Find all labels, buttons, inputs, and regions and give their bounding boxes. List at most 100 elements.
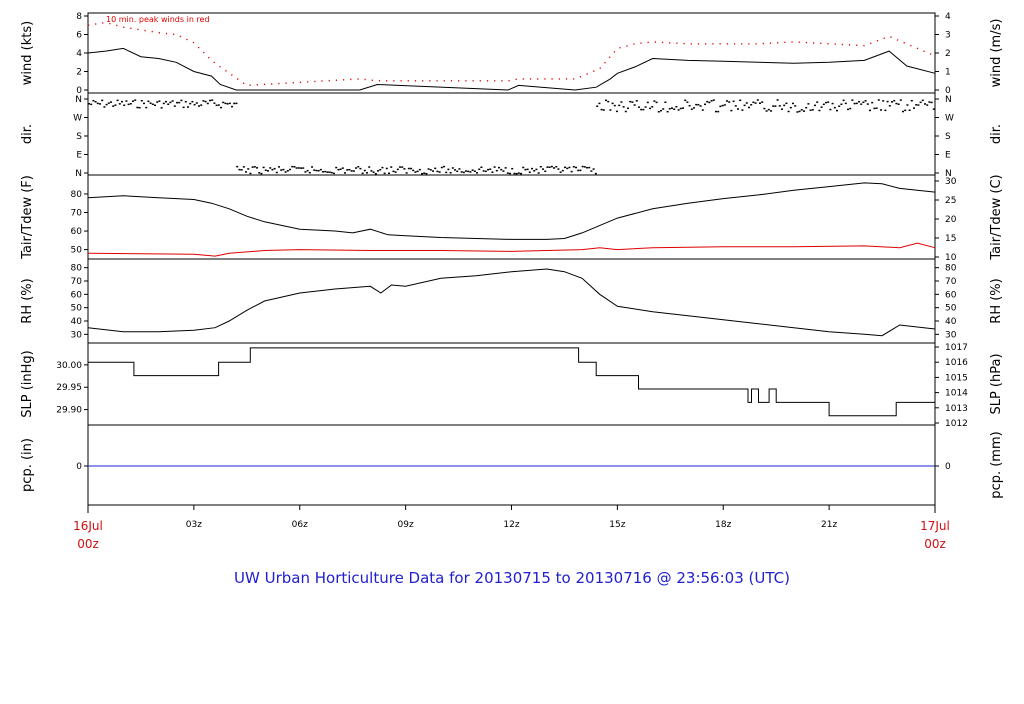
direction-point: [269, 167, 272, 169]
direction-point: [286, 170, 289, 172]
direction-point: [862, 101, 865, 104]
direction-point: [605, 99, 607, 102]
y-tick-label-right: N: [945, 95, 952, 105]
direction-point: [754, 102, 757, 104]
direction-point: [240, 169, 243, 171]
direction-point: [326, 171, 329, 173]
direction-point: [484, 170, 487, 173]
direction-point: [473, 170, 476, 172]
direction-point: [116, 99, 119, 102]
y-tick-label: 30: [71, 330, 83, 340]
direction-point: [482, 170, 485, 172]
direction-point: [561, 169, 564, 172]
direction-point: [635, 100, 638, 102]
direction-point: [308, 171, 311, 174]
direction-point: [715, 110, 717, 113]
direction-point: [92, 99, 95, 102]
y-axis-label-right: RH (%): [989, 278, 1004, 323]
direction-point: [114, 104, 117, 106]
direction-point: [566, 167, 569, 170]
direction-point: [763, 107, 766, 110]
direction-point: [392, 170, 395, 173]
direction-point: [195, 102, 198, 104]
direction-point: [825, 101, 827, 104]
end-label-line: 17Jul: [920, 519, 950, 533]
direction-point: [264, 169, 267, 172]
direction-point: [586, 166, 589, 169]
direction-point: [792, 102, 794, 105]
direction-point: [154, 104, 156, 107]
direction-point: [572, 166, 575, 168]
direction-point: [390, 166, 393, 168]
direction-point: [278, 166, 281, 168]
direction-point: [129, 103, 132, 105]
direction-point: [860, 103, 863, 105]
direction-point: [542, 168, 545, 170]
chart-annotation: 10 min. peak winds in red: [106, 15, 210, 24]
direction-point: [275, 171, 278, 174]
direction-point: [313, 169, 316, 171]
direction-point: [864, 100, 867, 102]
direction-point: [526, 168, 529, 171]
y-tick-label: 60: [71, 290, 83, 300]
direction-point: [684, 99, 687, 102]
y-axis-label: SLP (inHg): [20, 350, 35, 418]
direction-point: [849, 107, 852, 110]
y-tick-label-right: 70: [945, 277, 957, 287]
direction-point: [180, 99, 183, 102]
direction-point: [247, 168, 250, 170]
direction-point: [506, 172, 509, 174]
direction-point: [405, 172, 408, 174]
direction-point: [414, 171, 417, 173]
direction-point: [112, 105, 115, 107]
direction-point: [184, 100, 187, 103]
direction-point: [476, 172, 479, 174]
direction-point: [915, 104, 918, 106]
direction-point: [289, 168, 292, 171]
direction-point: [928, 101, 931, 103]
direction-point: [803, 110, 805, 112]
direction-point: [866, 103, 869, 105]
direction-point: [884, 109, 887, 112]
direction-point: [454, 169, 457, 171]
y-tick-label: 29.90: [56, 406, 82, 416]
y-axis-label: Tair/Tdew (F): [20, 175, 35, 260]
direction-point: [315, 169, 318, 172]
direction-point: [213, 102, 216, 104]
direction-point: [238, 168, 241, 171]
y-tick-label-right: 1013: [945, 404, 968, 414]
direction-point: [609, 109, 612, 111]
direction-point: [107, 102, 110, 104]
direction-point: [434, 167, 437, 170]
direction-point: [800, 109, 803, 111]
direction-point: [515, 172, 518, 175]
direction-point: [127, 103, 130, 106]
direction-point: [432, 170, 435, 172]
direction-point: [317, 169, 320, 172]
direction-point: [295, 167, 298, 169]
direction-point: [855, 102, 858, 105]
panel-pcp: pcp. (in) pcp. (mm) 0 0: [20, 424, 1004, 506]
direction-point: [893, 99, 896, 102]
y-tick-label: 50: [71, 246, 83, 256]
direction-point: [651, 106, 654, 108]
y-tick-label: E: [76, 151, 82, 161]
direction-point: [451, 167, 454, 169]
y-tick-label: W: [73, 114, 82, 124]
x-tick-label: 03z: [186, 520, 202, 530]
direction-point: [355, 167, 358, 169]
direction-point: [337, 168, 340, 171]
direction-point: [706, 100, 709, 103]
direction-point: [873, 107, 876, 110]
direction-point: [568, 166, 571, 169]
direction-point: [600, 108, 603, 111]
direction-point: [429, 169, 432, 171]
direction-point: [891, 101, 893, 103]
direction-point: [743, 104, 746, 107]
direction-point: [335, 166, 338, 169]
direction-point: [458, 168, 461, 170]
direction-point: [794, 105, 797, 107]
direction-point: [436, 170, 439, 173]
